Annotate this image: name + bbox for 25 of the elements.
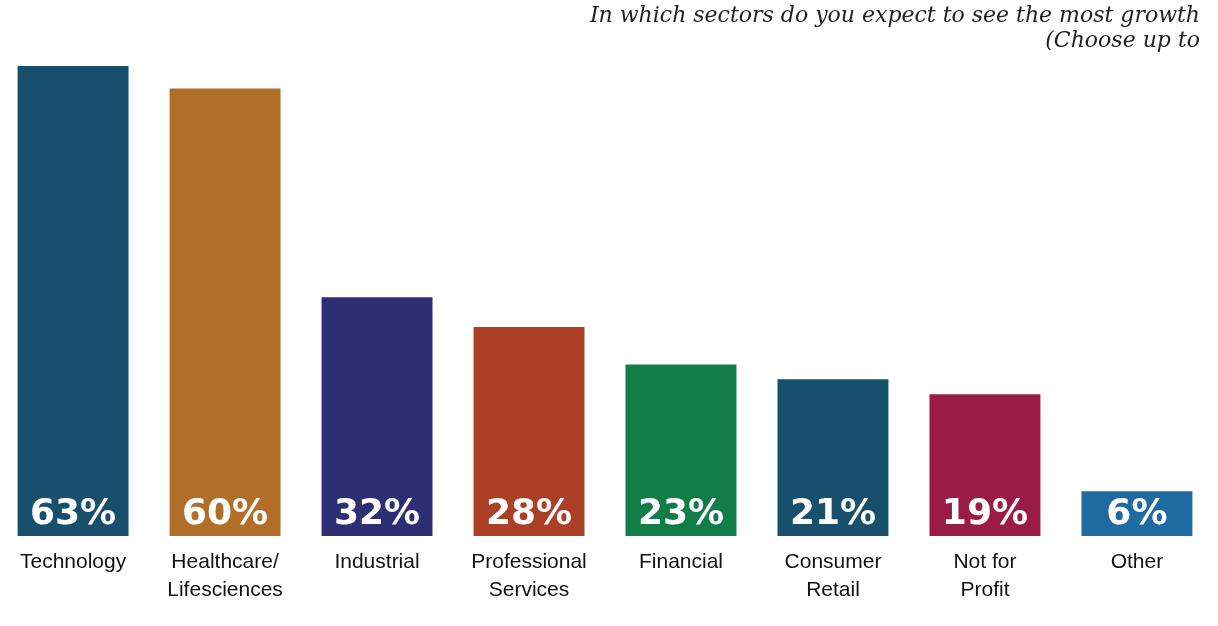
x-tick-label: Other <box>1110 548 1164 572</box>
data-label: 32% <box>333 491 421 532</box>
x-tick-label: Not for Profit <box>953 548 1017 600</box>
data-label: 28% <box>485 491 573 532</box>
bar <box>625 364 737 536</box>
x-tick-label: Industrial <box>334 548 420 572</box>
data-label: 6% <box>1106 491 1168 532</box>
chart-title: In which sectors do you expect to see the most growth <box>588 2 1200 27</box>
data-label: 60% <box>181 491 269 532</box>
x-tick-label: Professional Services <box>471 548 587 600</box>
chart-subtitle: (Choose up to <box>1045 27 1200 52</box>
data-label: 63% <box>29 491 117 532</box>
bar <box>169 88 281 536</box>
data-label: 23% <box>637 491 725 532</box>
data-label: 19% <box>941 491 1029 532</box>
data-label: 21% <box>789 491 877 532</box>
x-tick-label: Healthcare/ Lifesciences <box>167 548 283 600</box>
x-tick-label: Technology <box>19 548 127 572</box>
x-tick-label: Consumer Retail <box>784 548 882 600</box>
bar <box>17 66 129 536</box>
bar <box>929 394 1041 536</box>
bar <box>321 297 433 536</box>
bar <box>473 327 585 536</box>
x-tick-label: Financial <box>638 548 724 572</box>
bar <box>777 379 889 536</box>
